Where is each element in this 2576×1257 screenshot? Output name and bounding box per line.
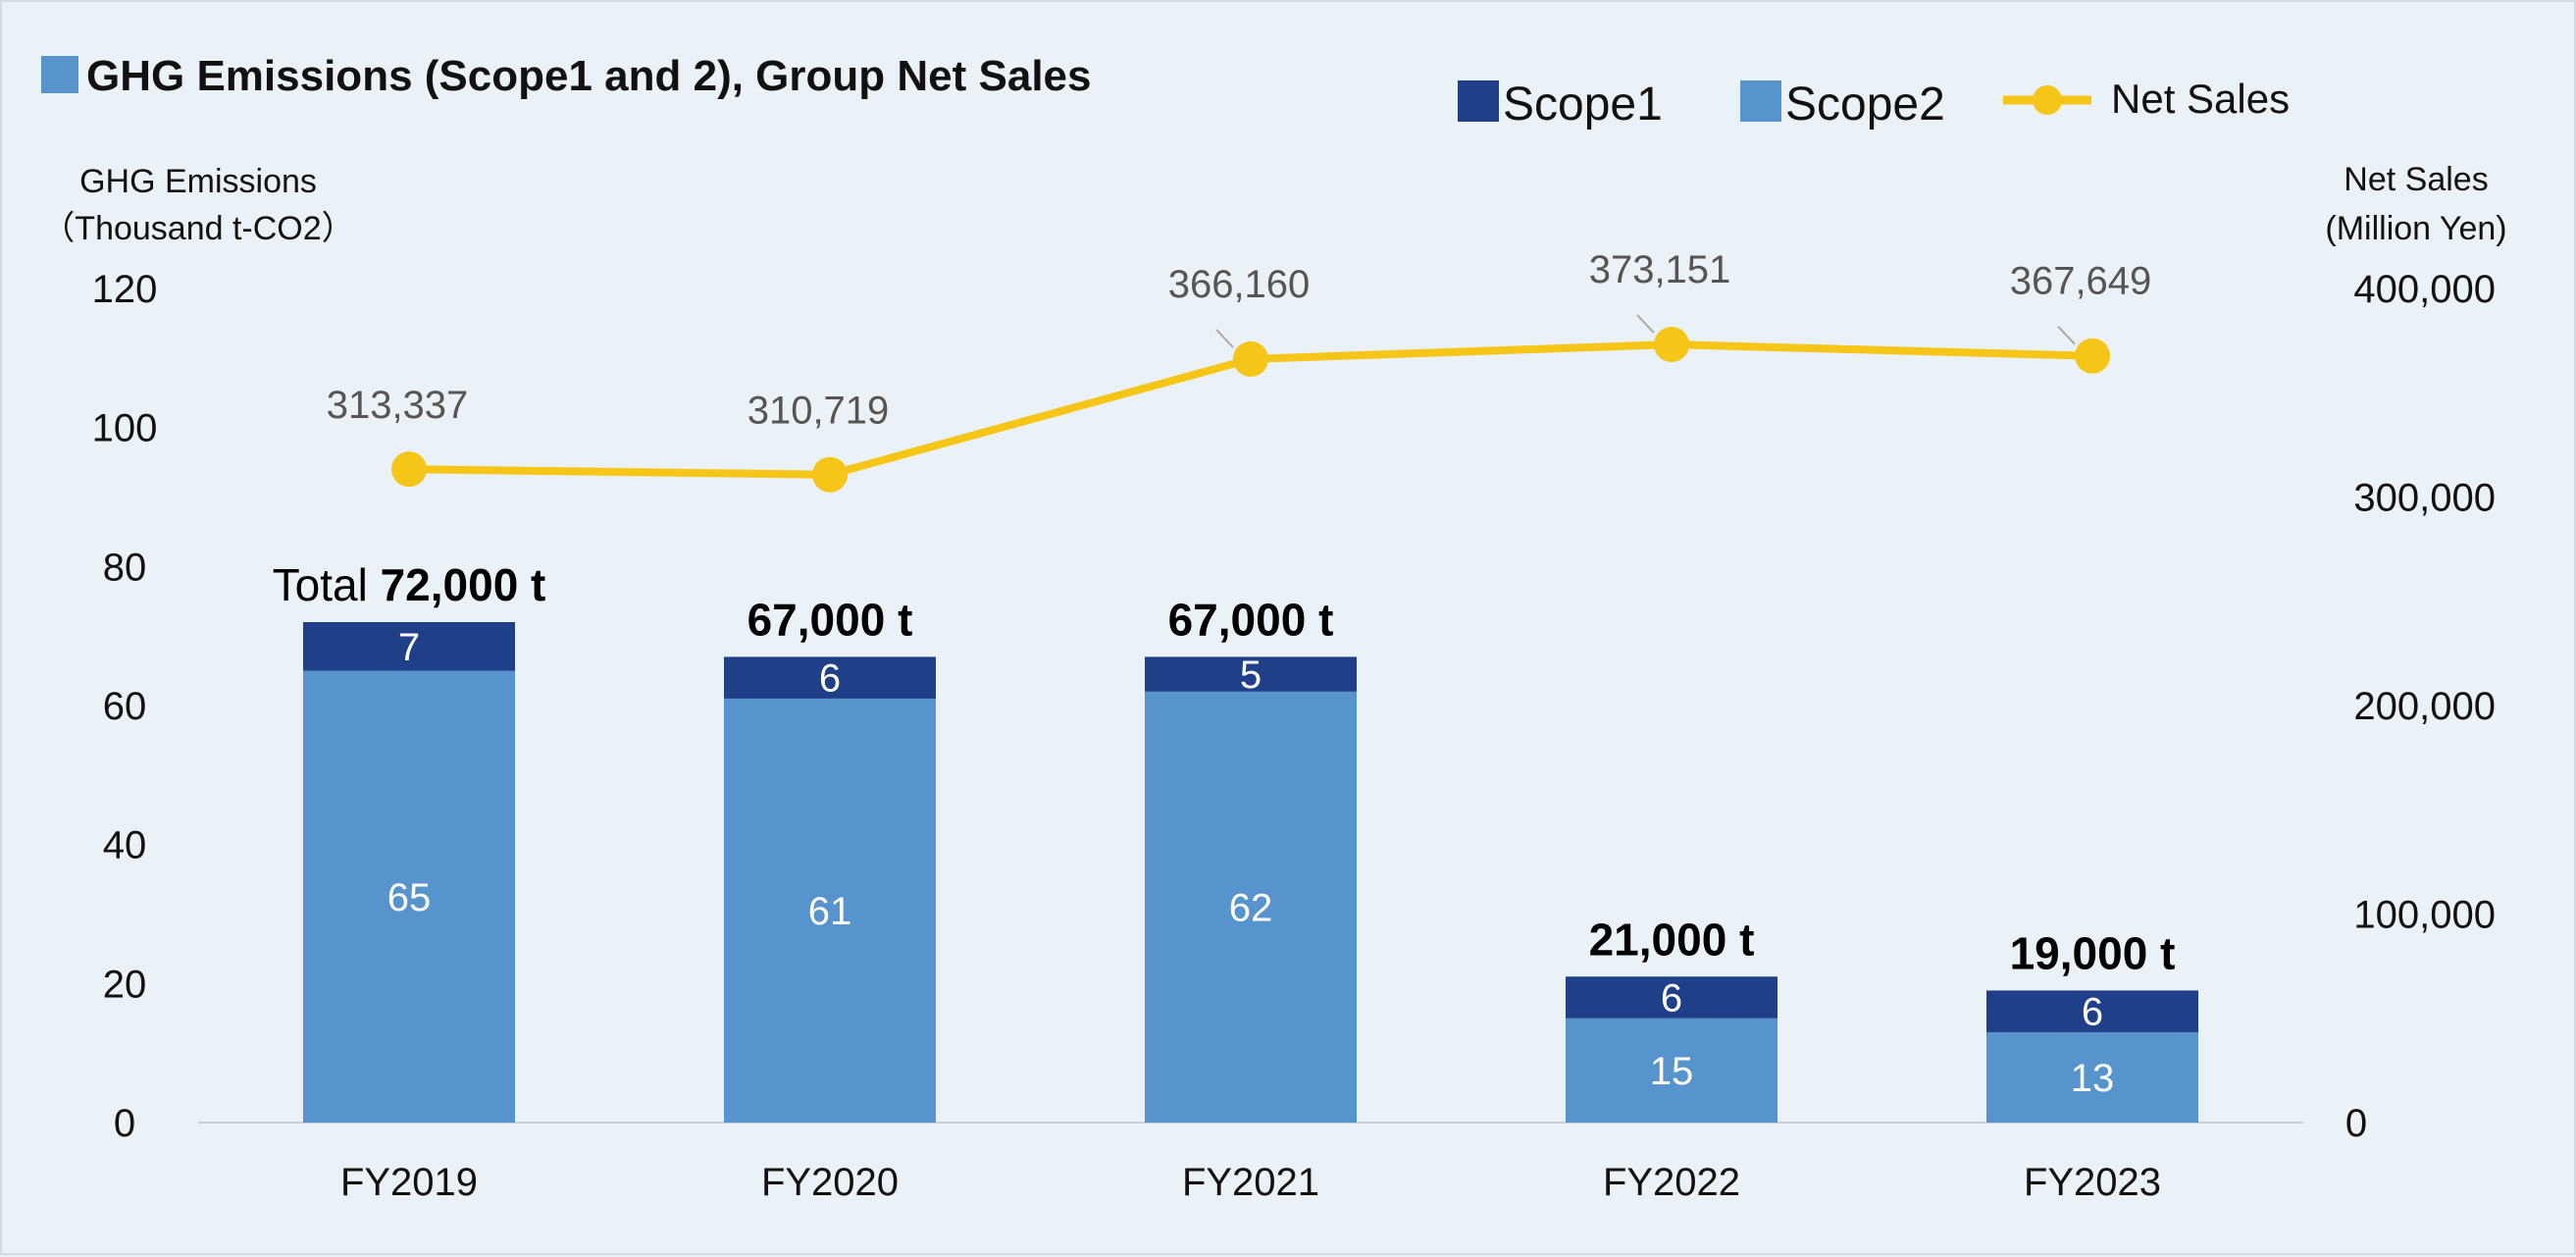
bar-scope2-fy2022 (1566, 1018, 1777, 1123)
right-tick-label: 300,000 (2353, 477, 2496, 520)
net-sales-point-fy2022 (1654, 327, 1689, 363)
right-tick-label: 0 (2345, 1102, 2367, 1145)
left-tick-label: 100 (92, 407, 158, 450)
left-axis-title-line1: GHG Emissions (79, 163, 317, 200)
category-labels: FY2019 FY2020 FY2021 FY2022 FY2023 (340, 1161, 2161, 1204)
legend-label-scope2: Scope2 (1785, 79, 1945, 131)
total-labels: Total 72,000 t 67,000 t 67,000 t 21,000 t 19… (273, 559, 2176, 978)
total-label: 67,000 t (1168, 594, 1334, 645)
category-label: FY2021 (1182, 1161, 1319, 1204)
net-sales-value-label: 366,160 (1168, 263, 1311, 306)
title-marker-icon (41, 56, 78, 93)
right-axis-ticks: 0 100,000 200,000 300,000 400,000 (2345, 268, 2496, 1145)
legend-swatch-scope1 (1458, 80, 1499, 122)
category-label: FY2019 (340, 1161, 478, 1204)
scope2-value-label: 61 (808, 890, 852, 933)
net-sales-point-fy2021 (1233, 340, 1268, 377)
net-sales-value-label: 367,649 (2010, 260, 2152, 303)
category-label: FY2022 (1603, 1161, 1740, 1204)
net-sales-value-label: 373,151 (1589, 248, 1731, 291)
bar-scope1-fy2022 (1566, 976, 1777, 1019)
net-sales-line-group (391, 327, 2110, 493)
net-sales-leader-line (1215, 329, 1234, 348)
bars (303, 622, 2198, 1123)
right-tick-label: 400,000 (2353, 268, 2496, 311)
scope1-value-label: 5 (1240, 654, 1262, 697)
total-label: 67,000 t (747, 594, 913, 645)
legend-swatch-scope2 (1740, 80, 1781, 122)
left-tick-label: 20 (103, 963, 147, 1006)
scope1-value-label: 6 (1661, 977, 1682, 1021)
bar-scope1-fy2023 (1986, 990, 2198, 1032)
category-label: FY2023 (2024, 1161, 2161, 1204)
net-sales-leader-line (1636, 314, 1655, 334)
right-tick-label: 200,000 (2353, 685, 2496, 728)
bar-scope2-fy2020 (724, 698, 936, 1123)
net-sales-point-fy2020 (812, 456, 848, 493)
left-tick-label: 80 (103, 546, 147, 589)
scope2-value-label: 13 (2071, 1057, 2115, 1100)
net-sales-point-fy2023 (2075, 338, 2110, 374)
bar-scope1-fy2019 (303, 622, 515, 671)
scope1-value-label: 6 (819, 657, 841, 701)
total-label: Total 72,000 t (273, 559, 546, 610)
net-sales-point-fy2019 (391, 451, 427, 488)
left-tick-label: 120 (92, 268, 158, 311)
scope2-value-label: 15 (1650, 1050, 1694, 1093)
bar-scope2-fy2023 (1986, 1031, 2198, 1123)
segment-labels: 65 7 61 6 62 5 15 6 13 6 (387, 626, 2115, 1100)
total-label: 21,000 t (1589, 914, 1755, 965)
bar-scope1-fy2021 (1145, 656, 1357, 692)
scope1-value-label: 6 (2082, 991, 2103, 1034)
bar-scope1-fy2020 (724, 656, 936, 699)
legend-label-net-sales: Net Sales (2111, 76, 2290, 122)
scope2-value-label: 62 (1229, 886, 1273, 929)
chart-title: GHG Emissions (Scope1 and 2), Group Net … (86, 52, 1091, 100)
legend: Scope1 Scope2 Net Sales (1458, 76, 2290, 131)
net-sales-leader-line (2057, 326, 2076, 345)
net-sales-labels: 313,337 310,719 366,160 373,151 367,649 (327, 248, 2152, 433)
total-label: 19,000 t (2010, 927, 2176, 978)
scope1-value-label: 7 (398, 626, 420, 669)
left-tick-label: 0 (114, 1102, 135, 1145)
net-sales-value-label: 313,337 (327, 384, 469, 427)
right-tick-label: 100,000 (2353, 894, 2496, 937)
category-label: FY2020 (761, 1161, 899, 1204)
bar-scope2-fy2021 (1145, 691, 1357, 1123)
right-axis-title-line2: (Million Yen) (2325, 210, 2506, 247)
legend-marker-net-sales (2033, 85, 2062, 115)
net-sales-value-label: 310,719 (747, 390, 890, 433)
right-axis-title-line1: Net Sales (2344, 161, 2488, 198)
left-axis-title-line2: （Thousand t-CO2） (41, 210, 354, 247)
left-axis-ticks: 0 20 40 60 80 100 120 (92, 268, 158, 1145)
left-tick-label: 60 (103, 685, 147, 728)
bar-scope2-fy2019 (303, 670, 515, 1123)
left-tick-label: 40 (103, 824, 147, 867)
scope2-value-label: 65 (387, 876, 432, 919)
legend-label-scope1: Scope1 (1503, 79, 1663, 131)
